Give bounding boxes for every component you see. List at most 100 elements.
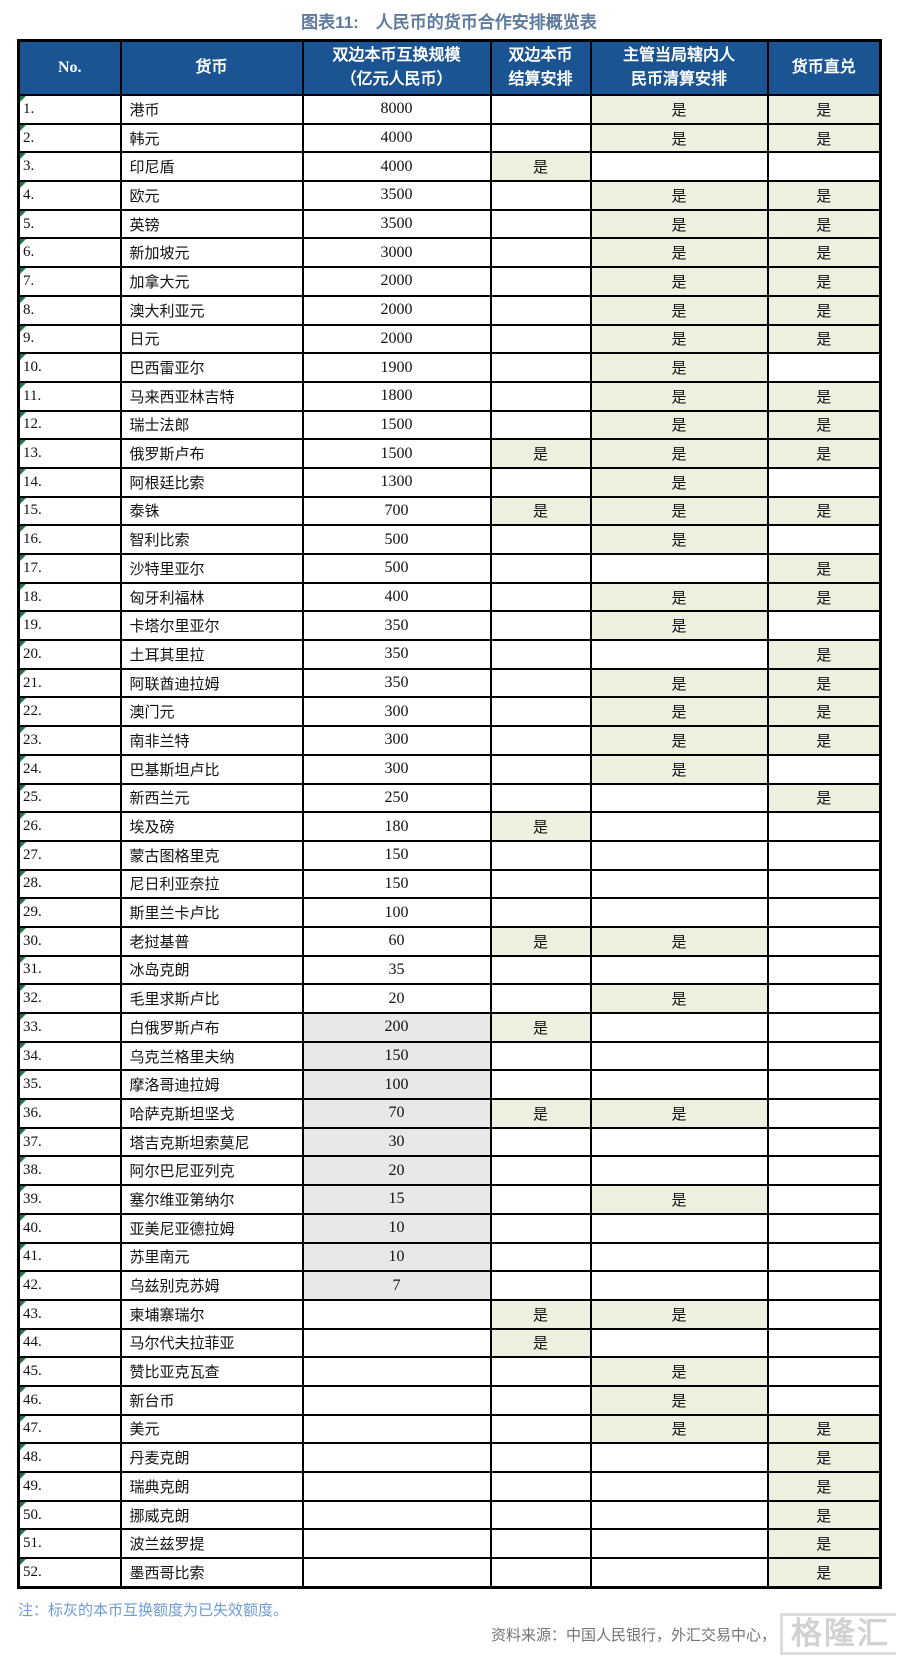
cell-no: 29. <box>17 897 122 928</box>
cell-clearing: 是 <box>589 1298 769 1330</box>
cell-clearing: 是 <box>589 667 769 699</box>
table-row: 3. 印尼盾 4000 是 <box>17 151 882 183</box>
cell-currency: 土耳其里拉 <box>119 639 304 670</box>
cell-currency: 苏里南元 <box>119 1241 304 1273</box>
cell-direct-exchange <box>766 1356 882 1387</box>
cell-clearing <box>589 782 769 814</box>
comment-marker-icon <box>20 612 26 619</box>
cell-currency: 乌克兰格里夫纳 <box>119 1040 304 1072</box>
comment-marker-icon <box>20 1042 26 1049</box>
cell-direct-exchange <box>766 1184 882 1215</box>
source-text: 资料来源：中国人民银行，外汇交易中心， <box>490 1627 776 1644</box>
table-row: 52. 墨西哥比索 是 <box>17 1557 882 1589</box>
cell-no: 3. <box>17 151 122 183</box>
header-clearing: 主管当局辖内人 民币清算安排 <box>589 39 769 96</box>
cell-direct-exchange <box>766 1126 882 1158</box>
cell-no: 4. <box>17 180 122 211</box>
cell-no: 1. <box>17 94 122 125</box>
comment-marker-icon <box>20 1444 26 1451</box>
cell-direct-exchange: 是 <box>766 639 882 670</box>
cell-no: 37. <box>17 1126 122 1158</box>
comment-marker-icon <box>20 1128 26 1135</box>
header-settlement: 双边本币 结算安排 <box>489 39 592 96</box>
cell-settlement <box>489 266 592 297</box>
comment-marker-icon <box>20 583 26 590</box>
gelonghui-watermark-logo: 格隆汇 <box>780 1612 896 1655</box>
cell-settlement <box>489 639 592 670</box>
cell-clearing: 是 <box>589 438 769 469</box>
table-row: 15. 泰铢 700 是是是 <box>17 495 882 527</box>
cell-settlement <box>489 868 592 900</box>
source-row: 资料来源：中国人民银行，外汇交易中心， 格隆汇 <box>0 1612 898 1655</box>
comment-marker-icon <box>20 1415 26 1422</box>
cell-clearing <box>589 553 769 584</box>
cell-no: 23. <box>17 725 122 756</box>
cell-currency: 日元 <box>119 323 304 355</box>
cell-currency: 新台币 <box>119 1384 304 1416</box>
cell-currency: 匈牙利福林 <box>119 581 304 613</box>
table-row: 9. 日元 2000 是是 <box>17 323 882 355</box>
table-row: 7. 加拿大元 2000 是是 <box>17 266 882 297</box>
cell-swap-scale: 350 <box>301 610 492 642</box>
cell-direct-exchange: 是 <box>766 438 882 469</box>
cell-swap-scale: 60 <box>301 925 492 957</box>
table-row: 23. 南非兰特 300 是是 <box>17 725 882 756</box>
table-row: 20. 土耳其里拉 350 是 <box>17 639 882 670</box>
cell-swap-scale <box>301 1528 492 1560</box>
comment-marker-icon <box>20 239 26 246</box>
table-row: 18. 匈牙利福林 400 是是 <box>17 581 882 613</box>
cell-currency: 马尔代夫拉菲亚 <box>119 1327 304 1359</box>
cell-no: 26. <box>17 811 122 842</box>
cell-direct-exchange: 是 <box>766 1442 882 1473</box>
cell-swap-scale <box>301 1384 492 1416</box>
cell-clearing: 是 <box>589 208 769 240</box>
cell-settlement <box>489 725 592 756</box>
cell-clearing: 是 <box>589 94 769 125</box>
cell-direct-exchange: 是 <box>766 581 882 613</box>
cell-direct-exchange <box>766 1270 882 1301</box>
cell-no: 19. <box>17 610 122 642</box>
cell-direct-exchange: 是 <box>766 667 882 699</box>
cell-currency: 巴基斯坦卢比 <box>119 753 304 785</box>
table-row: 22. 澳门元 300 是是 <box>17 696 882 728</box>
cell-currency: 美元 <box>119 1413 304 1445</box>
cell-no: 8. <box>17 294 122 326</box>
comment-marker-icon <box>20 1071 26 1078</box>
cell-settlement: 是 <box>489 151 592 183</box>
cell-currency: 新加坡元 <box>119 237 304 269</box>
cell-no: 36. <box>17 1098 122 1129</box>
cell-clearing <box>589 1471 769 1502</box>
cell-settlement: 是 <box>489 1012 592 1043</box>
cell-no: 35. <box>17 1069 122 1101</box>
cell-direct-exchange <box>766 1069 882 1101</box>
cell-no: 5. <box>17 208 122 240</box>
header-direct-exchange: 货币直兑 <box>766 39 882 96</box>
cell-no: 16. <box>17 524 122 555</box>
table-row: 43. 柬埔寨瑞尔 是是 <box>17 1298 882 1330</box>
cell-settlement <box>489 180 592 211</box>
comment-marker-icon <box>20 755 26 762</box>
cell-swap-scale: 150 <box>301 1040 492 1072</box>
cell-no: 52. <box>17 1557 122 1589</box>
currency-cooperation-table: No. 货币 双边本币互换规模 （亿元人民币） 双边本币 结算安排 主管当局辖内… <box>17 39 882 1589</box>
cell-currency: 挪威克朗 <box>119 1499 304 1531</box>
cell-clearing: 是 <box>589 1184 769 1215</box>
cell-settlement <box>489 1069 592 1101</box>
cell-swap-scale: 20 <box>301 1155 492 1187</box>
comment-marker-icon <box>20 669 26 676</box>
cell-swap-scale: 10 <box>301 1241 492 1273</box>
cell-direct-exchange <box>766 811 882 842</box>
cell-no: 38. <box>17 1155 122 1187</box>
cell-swap-scale: 1500 <box>301 438 492 469</box>
cell-clearing: 是 <box>589 610 769 642</box>
cell-direct-exchange <box>766 1012 882 1043</box>
cell-no: 7. <box>17 266 122 297</box>
cell-clearing: 是 <box>589 1098 769 1129</box>
cell-clearing: 是 <box>589 983 769 1014</box>
cell-currency: 塞尔维亚第纳尔 <box>119 1184 304 1215</box>
cell-no: 6. <box>17 237 122 269</box>
cell-direct-exchange <box>766 610 882 642</box>
table-row: 42. 乌兹别克苏姆 7 <box>17 1270 882 1301</box>
cell-clearing <box>589 639 769 670</box>
cell-clearing: 是 <box>589 122 769 154</box>
